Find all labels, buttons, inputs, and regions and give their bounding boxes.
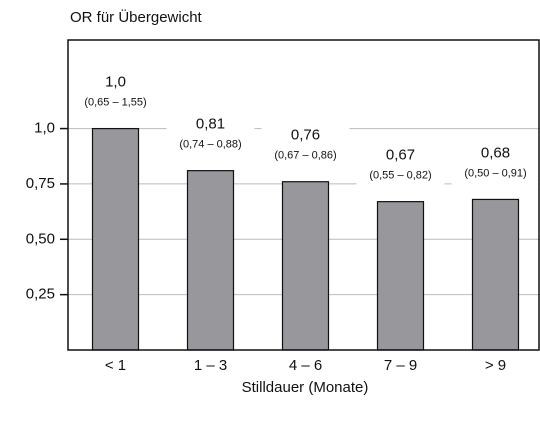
x-tick-label: 7 – 9	[384, 357, 417, 374]
bar	[471, 198, 520, 351]
x-tick-label: 4 – 6	[289, 357, 322, 374]
ci-label: (0,67 – 0,86)	[274, 150, 336, 162]
label-background	[261, 125, 350, 168]
ci-label: (0,74 – 0,88)	[179, 139, 241, 151]
y-tick-label: 1,0	[34, 120, 55, 137]
bar	[186, 170, 235, 351]
label-background	[451, 143, 540, 186]
x-tick-label: < 1	[105, 357, 126, 374]
value-label: 1,0	[105, 74, 126, 91]
label-background	[71, 72, 160, 115]
x-tick-label: > 9	[485, 357, 506, 374]
x-axis-title: Stilldauer (Monate)	[242, 379, 369, 396]
y-tick-label: 0,50	[26, 230, 55, 247]
y-tick-label: 0,25	[26, 286, 55, 303]
ci-label: (0,65 – 1,55)	[84, 96, 146, 108]
value-label: 0,76	[291, 127, 320, 144]
y-tick-label: 0,75	[26, 175, 55, 192]
bar	[376, 201, 425, 351]
value-label: 0,81	[196, 116, 225, 133]
x-tick-label: 1 – 3	[194, 357, 227, 374]
label-background	[166, 114, 255, 157]
bar	[91, 127, 140, 351]
plot-frame	[67, 39, 540, 351]
ci-label: (0,55 – 0,82)	[369, 170, 431, 182]
ci-label: (0,50 – 0,91)	[464, 167, 526, 179]
value-label: 0,67	[386, 147, 415, 164]
value-label: 0,68	[481, 144, 510, 161]
label-background	[356, 145, 445, 188]
chart-title: OR für Übergewicht	[70, 8, 203, 26]
bar	[281, 181, 330, 351]
